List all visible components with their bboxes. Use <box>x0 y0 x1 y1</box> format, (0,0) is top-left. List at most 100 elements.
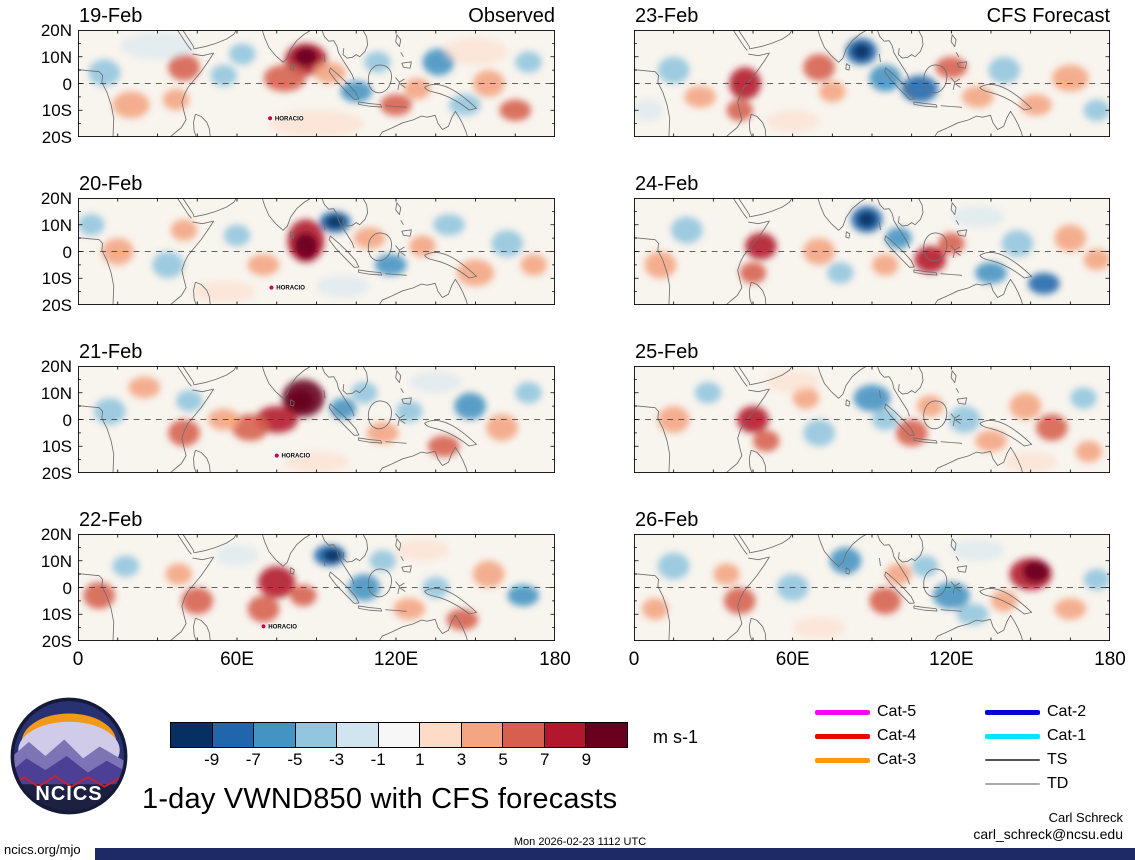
legend-line-cat-5 <box>815 709 870 715</box>
colorbar-segment <box>336 722 379 748</box>
ncics-logo-label: NCICS <box>35 783 103 805</box>
panel-date-label: 26-Feb <box>635 509 699 531</box>
map-panel <box>634 30 1110 137</box>
y-tick-label: 20N <box>40 357 72 376</box>
x-tick-label: 60E <box>220 649 254 670</box>
legend-line-cat-1 <box>985 733 1040 739</box>
legend-line-cat-2 <box>985 709 1040 715</box>
coastlines <box>634 30 1033 137</box>
legend-label: Cat-5 <box>877 703 917 720</box>
column-label-forecast: CFS Forecast <box>986 5 1110 27</box>
coastlines <box>634 198 1033 305</box>
colorbar-segment <box>294 722 338 748</box>
colorbar-tick-label: 3 <box>456 750 467 769</box>
panel-date-label: 21-Feb <box>79 341 143 363</box>
y-tick-label: 20N <box>40 189 72 208</box>
colorbar-tick-label: -9 <box>204 750 220 769</box>
map-canvas <box>634 30 1110 137</box>
y-tick-label: 10S <box>41 101 72 121</box>
map-panel <box>634 534 1110 641</box>
column-label-observed: Observed <box>468 5 555 27</box>
y-tick-label: 10N <box>40 47 72 67</box>
colorbar-segment <box>419 722 462 748</box>
ncics-logo-icon <box>10 697 128 815</box>
colorbar-tick-label: -3 <box>328 750 345 769</box>
colorbar-units: m s-1 <box>653 727 698 747</box>
storm-label: HORACIO <box>276 285 305 292</box>
map-canvas <box>634 534 1110 641</box>
legend-label: Cat-2 <box>1047 703 1087 720</box>
y-tick-label: 10S <box>41 605 72 625</box>
y-tick-label: 10N <box>40 215 72 235</box>
y-tick-label: 20S <box>41 296 72 315</box>
colorbar-tick-label: 1 <box>415 750 425 769</box>
y-tick-label: 10S <box>41 269 72 289</box>
map-panel <box>634 366 1110 473</box>
coastlines <box>78 534 477 641</box>
ncics-logo: NCICS <box>10 697 128 815</box>
y-tick-label: 0 <box>62 242 72 262</box>
panel-date-label: 23-Feb <box>635 5 699 27</box>
timestamp: Mon 2026-02-23 1112 UTC <box>513 836 647 848</box>
map-canvas <box>634 198 1110 305</box>
coastlines <box>78 30 477 137</box>
colorbar <box>170 722 629 748</box>
map-panel: HORACIO <box>78 366 555 473</box>
x-tick-label: 180 <box>539 649 571 670</box>
colorbar-segment <box>211 722 255 748</box>
y-tick-label: 10N <box>40 383 72 403</box>
y-tick-label: 10S <box>41 437 72 457</box>
legend-line-td <box>985 783 1040 785</box>
y-tick-label: 20S <box>41 464 72 483</box>
map-canvas: HORACIO <box>78 30 555 137</box>
coastlines <box>634 534 1033 641</box>
colorbar-tick-label: -7 <box>245 750 261 769</box>
ncics-link[interactable]: ncics.org/mjo <box>4 842 81 857</box>
colorbar-segment <box>377 722 421 748</box>
y-tick-label: 10N <box>40 551 72 571</box>
y-tick-label: 0 <box>62 410 72 430</box>
map-canvas: HORACIO <box>78 366 555 473</box>
map-canvas <box>634 366 1110 473</box>
panel-date-label: 19-Feb <box>79 5 143 27</box>
x-tick-label: 120E <box>929 649 974 670</box>
map-panel: HORACIO <box>78 30 555 137</box>
map-canvas: HORACIO <box>78 534 555 641</box>
x-tick-label: 0 <box>72 649 84 670</box>
colorbar-tick-label: 7 <box>539 750 550 769</box>
colorbar-tick-label: 5 <box>498 750 508 769</box>
colorbar-segment <box>543 722 587 748</box>
y-tick-label: 20S <box>41 128 72 147</box>
map-panel <box>634 198 1110 305</box>
legend-line-cat-3 <box>815 757 870 763</box>
colorbar-tick-label: 9 <box>581 750 592 769</box>
y-tick-label: 20N <box>40 525 72 544</box>
colorbar-tick-label: -5 <box>287 750 303 769</box>
map-panel: HORACIO <box>78 534 555 641</box>
colorbar-segment <box>253 722 296 748</box>
legend-label: Cat-1 <box>1047 727 1087 744</box>
credit-email[interactable]: carl_schreck@ncsu.edu <box>973 826 1123 842</box>
y-tick-label: 0 <box>62 74 72 94</box>
map-canvas: HORACIO <box>78 198 555 305</box>
map-panel: HORACIO <box>78 198 555 305</box>
legend-line-ts <box>985 758 1040 762</box>
panel-date-label: 25-Feb <box>635 341 699 363</box>
y-tick-label: 20S <box>41 632 72 651</box>
legend-label: TS <box>1047 751 1068 768</box>
x-tick-label: 0 <box>628 649 640 670</box>
legend-line-cat-4 <box>815 733 870 739</box>
storm-marker <box>268 284 275 291</box>
storm-label: HORACIO <box>268 623 297 630</box>
x-tick-label: 180 <box>1094 649 1126 670</box>
storm-label: HORACIO <box>282 453 311 460</box>
x-tick-label: 60E <box>775 649 810 670</box>
colorbar-labels: -9 -7 -5 -3 -1 1 3 5 7 9 <box>170 750 628 772</box>
credit-name: Carl Schreck <box>1048 810 1123 825</box>
x-tick-label: 120E <box>373 649 419 670</box>
storm-marker <box>260 623 267 630</box>
coastlines <box>78 198 477 305</box>
coastlines <box>78 366 477 473</box>
storm-marker <box>274 452 280 459</box>
